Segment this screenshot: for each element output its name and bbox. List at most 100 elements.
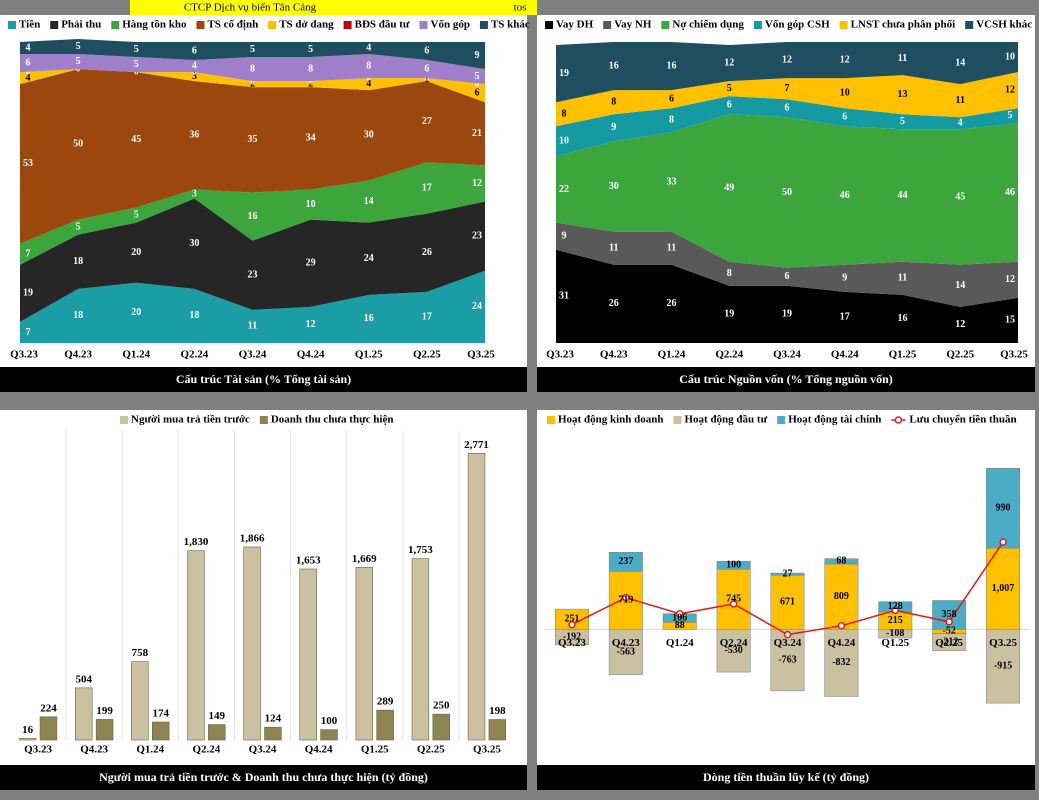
- legend-swatch: [50, 21, 59, 29]
- data-label: 4: [366, 42, 371, 53]
- data-label: 100: [726, 560, 741, 571]
- x-tick-label: Q4.24: [305, 744, 333, 756]
- x-tick-label: Q3.24: [773, 349, 801, 361]
- legend-label: TS dở dang: [279, 19, 334, 31]
- data-label: 100: [321, 715, 338, 727]
- x-tick-label: Q2.25: [413, 349, 441, 361]
- bar-segment: [770, 629, 805, 692]
- data-label: 198: [489, 705, 506, 717]
- data-label: 745: [726, 594, 741, 605]
- legend-swatch: [545, 21, 553, 29]
- legend-label: Phải thu: [61, 19, 101, 31]
- legend-label: Vay DH: [556, 19, 594, 31]
- data-label: 5: [134, 59, 139, 70]
- chart-title: Dòng tiền thuần lũy kế (tỷ đồng): [703, 770, 869, 784]
- bar: [75, 687, 93, 741]
- bar-segment: [986, 629, 1021, 704]
- data-label: 46: [840, 190, 850, 201]
- data-label: 15: [1005, 315, 1015, 326]
- data-label: 128: [888, 601, 903, 612]
- bar-segment: [608, 552, 643, 572]
- legend-swatch: [8, 21, 16, 29]
- x-tick-label: Q1.24: [122, 349, 150, 361]
- data-label: 16: [667, 60, 677, 71]
- data-label: 9: [562, 230, 567, 241]
- bar-segment: [770, 574, 805, 630]
- data-label: 11: [248, 321, 257, 332]
- data-label: 215: [888, 615, 903, 626]
- data-label: 8: [611, 96, 616, 107]
- legend-label: VCSH khác: [976, 19, 1032, 31]
- data-label: 26: [667, 298, 677, 309]
- bar-segment: [824, 629, 859, 697]
- data-label: 6: [785, 271, 790, 282]
- header-bar: [130, 0, 537, 15]
- bar: [151, 721, 170, 741]
- data-label: 719: [618, 595, 633, 606]
- chart-title: Cấu trúc Nguồn vốn (% Tổng nguồn vốn): [679, 372, 893, 386]
- data-label: -530: [724, 645, 742, 656]
- data-label: 251: [564, 614, 579, 625]
- footer-bar: [537, 765, 1035, 790]
- legend-label: Doanh thu chưa thực hiện: [271, 414, 394, 426]
- footer-bar: [0, 765, 527, 790]
- chart-title: Cấu trúc Tài sản (% Tổng tài sản): [176, 372, 351, 386]
- data-label: 6: [192, 45, 197, 56]
- data-label: 5: [134, 209, 139, 220]
- x-tick-label: Q4.23: [600, 349, 628, 361]
- area-band: [556, 42, 1018, 103]
- data-label: 18: [73, 310, 83, 321]
- data-label: 17: [422, 182, 432, 193]
- legend-swatch: [419, 21, 428, 29]
- legend-swatch: [753, 21, 762, 29]
- x-tick-label: Q3.24: [239, 349, 267, 361]
- data-label: -763: [778, 654, 796, 665]
- bar: [243, 546, 261, 741]
- data-label: -52: [942, 626, 955, 637]
- legend-swatch: [479, 21, 488, 29]
- data-label: 8: [669, 115, 674, 126]
- data-label: 6: [842, 112, 847, 123]
- data-label: 36: [189, 130, 199, 141]
- data-label: 14: [955, 57, 965, 68]
- area-band: [20, 162, 485, 265]
- data-label: 21: [472, 128, 482, 139]
- legend-swatch: [965, 21, 974, 29]
- data-label: 671: [780, 597, 795, 608]
- legend-swatch: [268, 21, 277, 29]
- footer-bar: [537, 367, 1035, 392]
- legend-swatch: [196, 21, 205, 29]
- data-label: 0: [26, 66, 31, 77]
- data-label: 20: [131, 247, 141, 258]
- data-label: 12: [1005, 84, 1015, 95]
- data-label: 19: [559, 68, 569, 79]
- data-label: 8: [366, 60, 371, 71]
- x-tick-label: Q1.25: [881, 637, 909, 649]
- area-band: [556, 222, 1018, 307]
- ticker: tos: [514, 2, 527, 14]
- data-label: 50: [782, 187, 792, 198]
- x-tick-label: Q4.23: [80, 744, 108, 756]
- data-label: 504: [76, 673, 93, 685]
- data-label: 1,830: [184, 536, 209, 548]
- data-label: 23: [248, 270, 258, 281]
- x-tick-label: Q1.25: [355, 349, 383, 361]
- legend-label: Hoạt động đầu tư: [684, 414, 767, 426]
- bar: [18, 738, 37, 741]
- legend-swatch: [120, 416, 128, 424]
- data-label: 2,771: [464, 439, 489, 451]
- data-label: 45: [131, 134, 141, 145]
- data-label: 30: [609, 181, 619, 192]
- data-label: 19: [724, 309, 734, 320]
- data-label: 12: [840, 54, 850, 65]
- data-label: 237: [618, 556, 633, 567]
- area-band: [20, 69, 485, 103]
- data-label: 11: [956, 95, 965, 106]
- bar-segment: [824, 563, 859, 630]
- data-label: 990: [996, 503, 1011, 514]
- legend-label: Hoạt động kinh doanh: [558, 414, 663, 426]
- data-label: 30: [189, 238, 199, 249]
- data-label: 68: [836, 556, 846, 567]
- data-label: 26: [609, 298, 619, 309]
